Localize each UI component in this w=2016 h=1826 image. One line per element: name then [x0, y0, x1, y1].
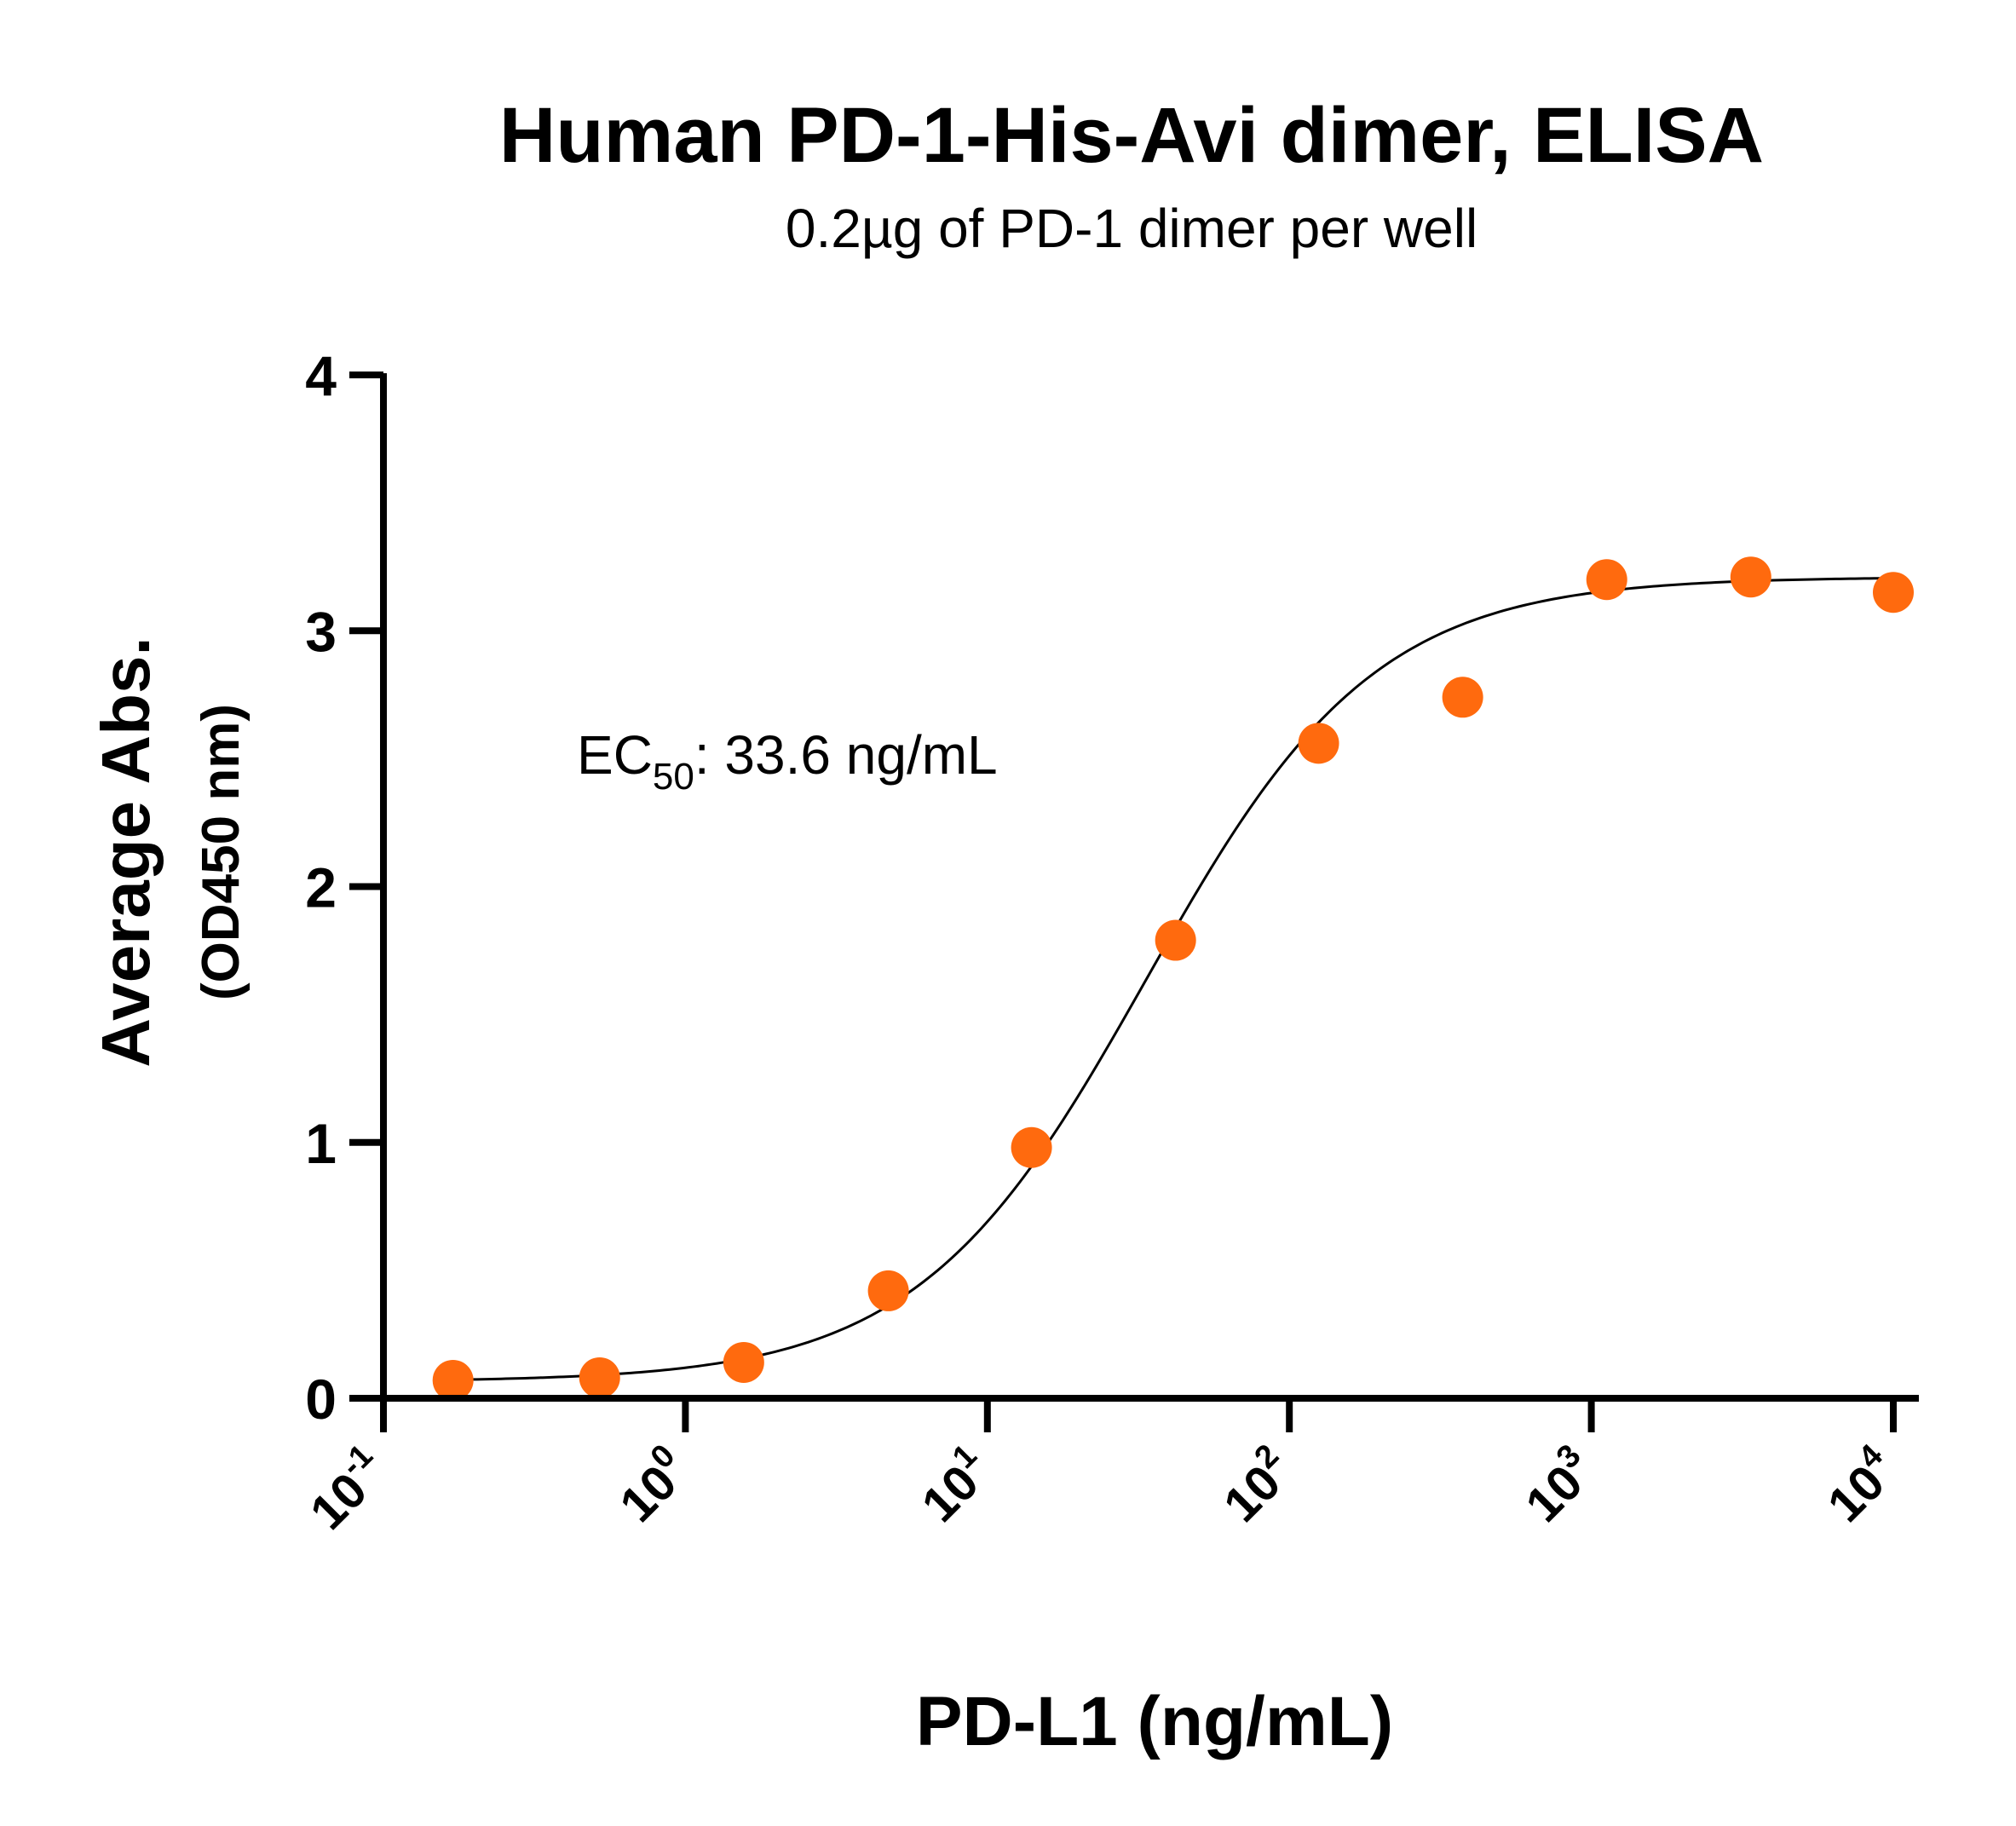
x-axis-title: PD-L1 (ng/mL) — [916, 1683, 1393, 1760]
y-tick-label: 3 — [305, 600, 337, 663]
y-tick-label: 0 — [305, 1368, 337, 1431]
data-point — [579, 1357, 620, 1398]
data-point — [1155, 919, 1196, 961]
data-point — [1586, 559, 1627, 601]
x-tick-label: 103 — [1511, 1437, 1605, 1532]
ec50-prefix: EC — [577, 724, 653, 786]
axes-layer: 0 1 2 3 4 10-1 100 101 102 103 104 — [296, 344, 1919, 1541]
fit-curve — [452, 577, 1894, 1381]
data-point — [1298, 723, 1339, 764]
y-axis-title: Average Abs. — [88, 637, 164, 1067]
chart-subtitle: 0.2µg of PD-1 dimer per well — [786, 198, 1477, 259]
x-tick-label: 101 — [907, 1437, 1002, 1532]
data-point — [1442, 677, 1483, 718]
x-tick-label: 100 — [605, 1437, 700, 1532]
y-axis-subtitle: (OD450 nm) — [192, 704, 251, 1000]
y-axis-label: Average Abs. (OD450 nm) — [88, 637, 251, 1067]
ec50-subscript: 50 — [653, 756, 694, 798]
y-tick-label: 2 — [305, 856, 337, 919]
y-tick-label: 4 — [305, 344, 337, 407]
data-point — [1011, 1126, 1052, 1168]
fit-curve-layer — [452, 577, 1894, 1381]
data-point — [1873, 572, 1914, 613]
data-points-layer — [432, 556, 1914, 1401]
y-tick-label: 1 — [305, 1112, 337, 1175]
data-point — [432, 1359, 474, 1401]
ec50-annotation: EC50: 33.6 ng/mL — [577, 724, 998, 798]
x-tick-label: 102 — [1209, 1437, 1304, 1532]
data-point — [867, 1270, 909, 1311]
data-point — [723, 1341, 764, 1383]
data-point — [1730, 556, 1771, 598]
x-tick-label: 10-1 — [296, 1437, 398, 1540]
chart-title: Human PD-1-His-Avi dimer, ELISA — [499, 92, 1764, 179]
ec50-value: : 33.6 ng/mL — [694, 724, 998, 786]
x-tick-label: 104 — [1813, 1437, 1908, 1532]
